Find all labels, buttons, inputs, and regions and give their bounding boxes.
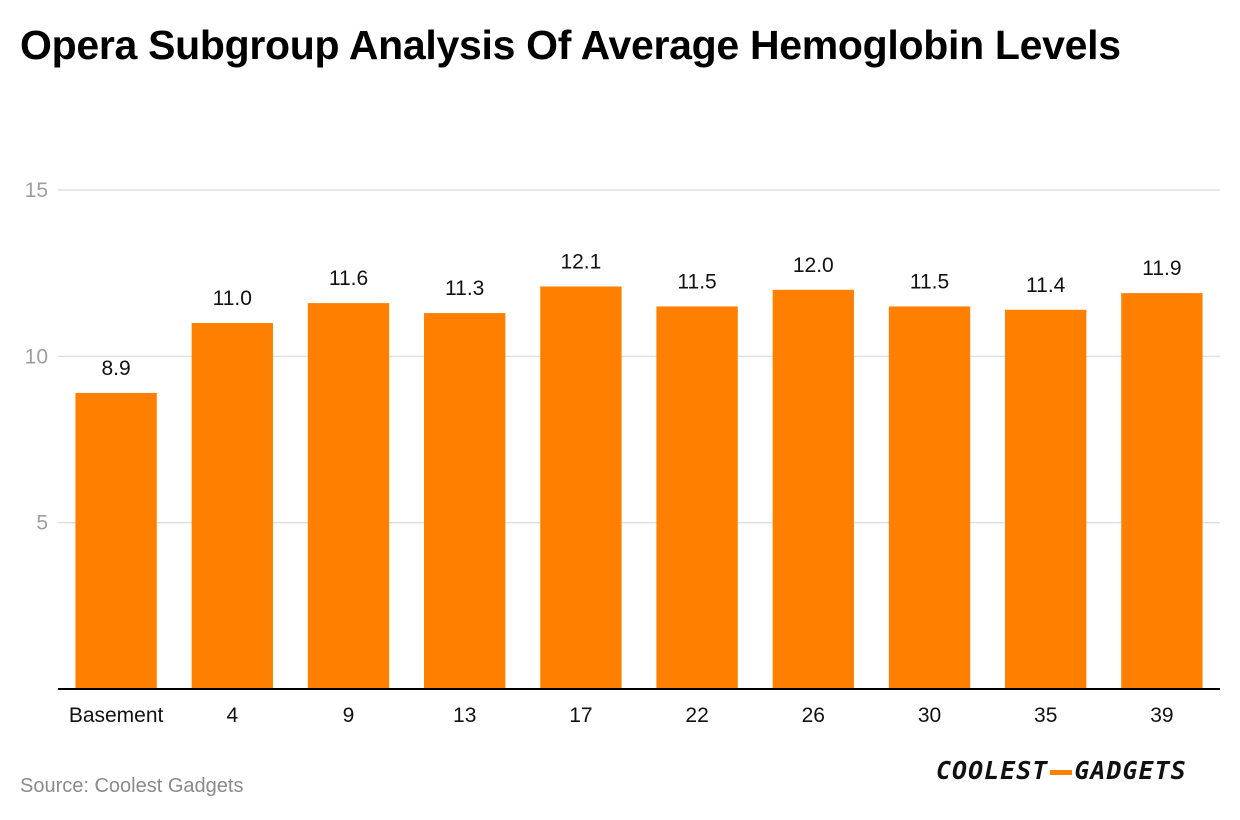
chart-title: Opera Subgroup Analysis Of Average Hemog… (20, 22, 1121, 68)
x-tick-label: 30 (918, 704, 941, 727)
y-tick-label: 15 (25, 179, 48, 202)
bar-35 (1005, 309, 1087, 689)
data-label: 11.6 (329, 267, 368, 290)
x-tick-label: 17 (569, 704, 592, 727)
x-tick-label: 13 (453, 704, 476, 727)
x-tick-label: Basement (69, 704, 164, 727)
bars (75, 286, 1203, 689)
bar-22 (656, 306, 738, 689)
bar-13 (424, 313, 506, 689)
x-tick-label: 26 (802, 704, 825, 727)
bar-26 (772, 289, 854, 689)
y-tick-label: 10 (25, 345, 48, 368)
logo-text-right: GADGETS (1074, 756, 1187, 785)
data-label: 11.0 (213, 287, 252, 310)
x-tick-label: 9 (343, 704, 355, 727)
data-labels: 8.9 11.0 11.6 11.3 12.1 11.5 12.0 11.5 11.4 11.9 (101, 250, 1181, 379)
bar-4 (191, 323, 273, 689)
bar-chart: 5 10 15 8.9 11.0 11.6 11.3 12.1 11.5 12.0 11.5 11.… (25, 179, 1220, 727)
logo-text-left: COOLEST (936, 756, 1049, 785)
y-tick-label: 5 (36, 512, 48, 535)
logo-dash (1050, 770, 1073, 776)
bar-9 (307, 303, 390, 689)
bar-30 (888, 306, 971, 689)
bar-39 (1121, 293, 1203, 689)
bar-17 (540, 286, 622, 689)
data-label: 11.4 (1026, 274, 1066, 297)
x-tick-label: 39 (1150, 704, 1173, 727)
x-tick-label: 35 (1034, 704, 1057, 727)
x-tick-label: 4 (226, 704, 238, 727)
x-tick-label: 22 (685, 704, 708, 727)
data-label: 11.3 (445, 277, 484, 300)
coolest-gadgets-logo: COOLEST GADGETS (936, 756, 1206, 790)
data-label: 11.9 (1142, 257, 1181, 280)
data-label: 8.9 (101, 357, 130, 380)
data-label: 12.1 (560, 250, 601, 273)
x-axis-ticks: Basement 4 9 13 17 22 26 30 35 39 (69, 704, 1174, 727)
data-label: 11.5 (677, 270, 716, 293)
bar-Basement (75, 392, 157, 689)
data-label: 12.0 (793, 254, 834, 277)
y-axis-ticks: 5 10 15 (25, 179, 48, 535)
source-note: Source: Coolest Gadgets (20, 775, 244, 797)
data-label: 11.5 (910, 270, 949, 293)
